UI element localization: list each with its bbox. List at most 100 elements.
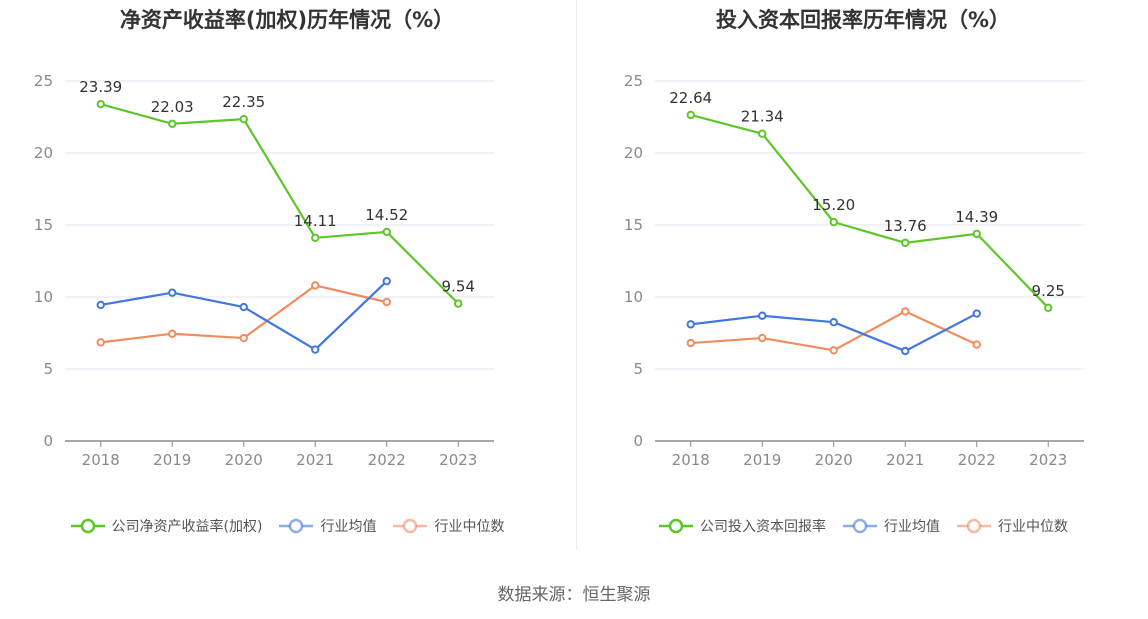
data-point bbox=[382, 227, 391, 237]
y-tick-label: 0 bbox=[633, 432, 643, 450]
panel-divider bbox=[576, 0, 577, 550]
roe-chart-plot: 0 5 10 15 20 25 2018 2019 2020 2021 2022 2023 23.39 2… bbox=[34, 72, 494, 469]
legend-item[interactable]: 行业中位数 bbox=[392, 516, 504, 536]
legend-line-marker-icon bbox=[843, 518, 877, 534]
data-label: 22.35 bbox=[222, 93, 265, 111]
data-point bbox=[96, 99, 105, 109]
x-tick-label: 2018 bbox=[672, 451, 710, 469]
x-tick-label: 2023 bbox=[1029, 451, 1067, 469]
data-point bbox=[96, 338, 105, 347]
data-label: 14.11 bbox=[294, 212, 337, 230]
legend-label: 行业中位数 bbox=[434, 519, 505, 535]
y-tick-label: 20 bbox=[34, 144, 53, 162]
data-point bbox=[382, 297, 391, 307]
data-point bbox=[239, 114, 248, 124]
x-tick-label: 2022 bbox=[958, 451, 996, 469]
data-label: 14.52 bbox=[365, 206, 408, 224]
data-point bbox=[686, 320, 695, 329]
legend-item[interactable]: 公司投入资本回报率 bbox=[658, 516, 826, 536]
series-line bbox=[100, 103, 460, 305]
data-point bbox=[972, 340, 981, 349]
legend-line-marker-icon bbox=[393, 518, 428, 534]
data-point bbox=[901, 307, 910, 316]
y-tick-label: 0 bbox=[43, 432, 53, 450]
data-point bbox=[96, 300, 105, 310]
chart-title: 投入资本回报率历年情况（%） bbox=[715, 8, 1011, 32]
data-point bbox=[686, 110, 695, 120]
y-tick-label: 5 bbox=[43, 360, 53, 378]
legend-label: 公司投入资本回报率 bbox=[700, 519, 826, 535]
series-line bbox=[690, 113, 1050, 309]
x-tick-label: 2021 bbox=[886, 451, 924, 469]
legend-item[interactable]: 行业均值 bbox=[842, 516, 940, 536]
x-tick-label: 2019 bbox=[153, 451, 191, 469]
roe-chart-panel: 净资产收益率(加权)历年情况（%） 0 5 10 15 20 25 2018 2019 2020… bbox=[0, 0, 574, 560]
data-point bbox=[1044, 303, 1053, 312]
x-tick-label: 2020 bbox=[815, 451, 853, 469]
y-tick-label: 15 bbox=[624, 216, 643, 234]
data-label: 13.76 bbox=[884, 217, 927, 235]
data-label: 23.39 bbox=[79, 78, 122, 96]
legend-item[interactable]: 行业中位数 bbox=[956, 516, 1068, 536]
y-tick-label: 10 bbox=[624, 288, 643, 306]
data-point bbox=[829, 217, 838, 227]
x-tick-label: 2019 bbox=[743, 451, 781, 469]
data-point bbox=[758, 333, 767, 343]
data-label: 15.20 bbox=[812, 196, 855, 214]
chart-legend: 公司净资产收益率(加权) 行业均值 行业中位数 bbox=[0, 516, 574, 536]
data-label: 9.54 bbox=[442, 278, 475, 296]
legend-line-marker-icon bbox=[957, 518, 991, 534]
data-label: 9.25 bbox=[1032, 282, 1065, 300]
data-point bbox=[168, 288, 177, 297]
data-point bbox=[168, 329, 177, 338]
x-tick-label: 2018 bbox=[82, 451, 120, 469]
data-source-note: 数据来源：恒生聚源 bbox=[497, 585, 651, 605]
data-point bbox=[382, 276, 391, 286]
data-point bbox=[972, 229, 981, 238]
data-point bbox=[829, 318, 838, 327]
data-point bbox=[239, 302, 248, 312]
y-tick-label: 20 bbox=[624, 144, 643, 162]
legend-label: 行业均值 bbox=[320, 519, 377, 535]
legend-item[interactable]: 行业均值 bbox=[278, 516, 376, 536]
chart-legend: 公司投入资本回报率 行业均值 行业中位数 bbox=[578, 516, 1148, 536]
legend-line-marker-icon bbox=[659, 518, 693, 534]
y-tick-label: 5 bbox=[633, 360, 643, 378]
legend-line-marker-icon bbox=[279, 518, 314, 534]
legend-label: 行业均值 bbox=[884, 519, 940, 535]
y-tick-label: 25 bbox=[34, 72, 53, 90]
x-tick-label: 2021 bbox=[296, 451, 334, 469]
roic-chart-plot: 0 5 10 15 20 25 2018 2019 2020 2021 2022 2023 22.64 2… bbox=[624, 72, 1084, 469]
data-label: 21.34 bbox=[741, 108, 784, 126]
data-point bbox=[901, 238, 910, 248]
y-tick-label: 15 bbox=[34, 216, 53, 234]
series-line bbox=[690, 310, 978, 352]
data-label: 22.64 bbox=[669, 89, 712, 107]
data-point bbox=[972, 309, 981, 318]
data-point bbox=[311, 281, 320, 290]
data-point bbox=[758, 129, 767, 138]
y-tick-label: 10 bbox=[34, 288, 53, 306]
data-point bbox=[901, 346, 910, 356]
legend-label: 公司净资产收益率(加权) bbox=[111, 519, 263, 535]
data-point bbox=[686, 338, 695, 348]
data-label: 22.03 bbox=[151, 98, 194, 116]
chart-title: 净资产收益率(加权)历年情况（%） bbox=[119, 8, 455, 32]
legend-label: 行业中位数 bbox=[998, 519, 1068, 535]
data-point bbox=[168, 119, 177, 128]
data-point bbox=[454, 299, 463, 308]
data-point bbox=[758, 311, 767, 320]
series-line bbox=[100, 284, 387, 344]
x-tick-label: 2020 bbox=[225, 451, 263, 469]
legend-item[interactable]: 公司净资产收益率(加权) bbox=[70, 516, 263, 536]
y-tick-label: 25 bbox=[624, 72, 643, 90]
x-tick-label: 2022 bbox=[368, 451, 406, 469]
x-tick-label: 2023 bbox=[439, 451, 477, 469]
roic-chart-panel: 投入资本回报率历年情况（%） 0 5 10 15 20 25 2018 2019 2020 202… bbox=[578, 0, 1148, 560]
data-point bbox=[311, 233, 320, 243]
legend-line-marker-icon bbox=[70, 518, 105, 534]
data-point bbox=[829, 346, 838, 355]
data-label: 14.39 bbox=[955, 208, 998, 226]
data-point bbox=[239, 333, 248, 343]
data-point bbox=[311, 345, 320, 354]
